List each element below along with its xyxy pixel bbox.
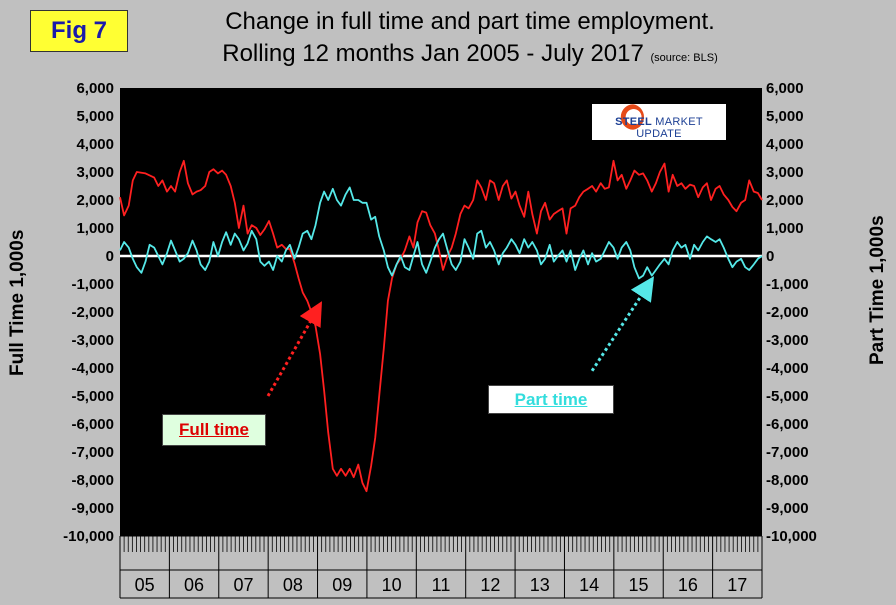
- chart-title-line2-text: Rolling 12 months Jan 2005 - July 2017: [222, 40, 644, 67]
- logo-mark-icon: [618, 104, 644, 130]
- y-tick-label-left: -8,000: [71, 472, 114, 489]
- y-tick-label-right: -4,000: [766, 360, 809, 377]
- y-tick-label-left: 6,000: [76, 80, 114, 97]
- part-time-series-line: [119, 186, 763, 280]
- y-tick-label-right: 5,000: [766, 108, 804, 125]
- y-tick-label-right: -6,000: [766, 416, 809, 433]
- y-tick-label-right: -1,000: [766, 276, 809, 293]
- y-tick-label-left: -7,000: [71, 444, 114, 461]
- y-tick-label-left: -4,000: [71, 360, 114, 377]
- source-note: (source: BLS): [650, 52, 718, 64]
- y-tick-label-right: -9,000: [766, 500, 809, 517]
- plot-area: [120, 88, 762, 536]
- legend-full-time: Full time: [162, 414, 266, 446]
- chart-title-line2: Rolling 12 months Jan 2005 - July 2017 (…: [150, 38, 790, 74]
- y-tick-label-right: -3,000: [766, 332, 809, 349]
- y-tick-label-right: 0: [766, 248, 774, 265]
- chart-title: Change in full time and part time employ…: [150, 6, 790, 74]
- y-tick-label-right: 1,000: [766, 220, 804, 237]
- y-tick-label-left: -3,000: [71, 332, 114, 349]
- x-tick-label: 06: [184, 575, 204, 595]
- logo-brand: STEEL: [615, 116, 652, 128]
- steel-market-update-logo: STEEL MARKET UPDATE: [592, 104, 726, 140]
- y-tick-label-left: 5,000: [76, 108, 114, 125]
- x-tick-label: 16: [678, 575, 698, 595]
- figure-label: Fig 7: [30, 10, 128, 52]
- x-tick-label: 17: [727, 575, 747, 595]
- x-tick-label: 13: [530, 575, 550, 595]
- y-tick-label-right: 3,000: [766, 164, 804, 181]
- y-tick-label-right: -10,000: [766, 528, 817, 545]
- y-tick-label-left: -10,000: [63, 528, 114, 545]
- x-tick-label: 15: [629, 575, 649, 595]
- y-tick-label-right: 6,000: [766, 80, 804, 97]
- y-tick-label-right: 4,000: [766, 136, 804, 153]
- y-tick-label-left: 3,000: [76, 164, 114, 181]
- y-tick-label-left: -2,000: [71, 304, 114, 321]
- full-time-annotation-arrow: [266, 301, 322, 397]
- x-tick-label: 12: [480, 575, 500, 595]
- chart-title-line1: Change in full time and part time employ…: [225, 8, 715, 35]
- x-tick-label: 14: [579, 575, 599, 595]
- x-tick-label: 10: [382, 575, 402, 595]
- y-tick-label-right: -5,000: [766, 388, 809, 405]
- y-tick-label-right: -7,000: [766, 444, 809, 461]
- y-tick-label-left: 0: [106, 248, 114, 265]
- y-tick-label-left: -6,000: [71, 416, 114, 433]
- y-axis-right-label: Part Time 1,000s: [867, 215, 888, 365]
- y-tick-label-left: 1,000: [76, 220, 114, 237]
- full-time-series-line: [119, 159, 763, 493]
- y-tick-label-left: 2,000: [76, 192, 114, 209]
- logo-text: STEEL MARKET UPDATE: [592, 104, 726, 140]
- logo-brand2: MARKET UPDATE: [636, 116, 703, 140]
- y-tick-label-left: -9,000: [71, 500, 114, 517]
- y-tick-label-left: -5,000: [71, 388, 114, 405]
- y-tick-label-right: -8,000: [766, 472, 809, 489]
- y-tick-label-right: -2,000: [766, 304, 809, 321]
- x-tick-label: 05: [135, 575, 155, 595]
- y-tick-label-left: -1,000: [71, 276, 114, 293]
- y-tick-label-left: 4,000: [76, 136, 114, 153]
- legend-part-time: Part time: [488, 385, 614, 414]
- x-tick-label: 08: [283, 575, 303, 595]
- x-tick-label: 07: [233, 575, 253, 595]
- y-tick-label-right: 2,000: [766, 192, 804, 209]
- x-tick-label: 11: [432, 575, 451, 595]
- y-axis-left-label: Full Time 1,000s: [7, 229, 28, 376]
- x-tick-label: 09: [332, 575, 352, 595]
